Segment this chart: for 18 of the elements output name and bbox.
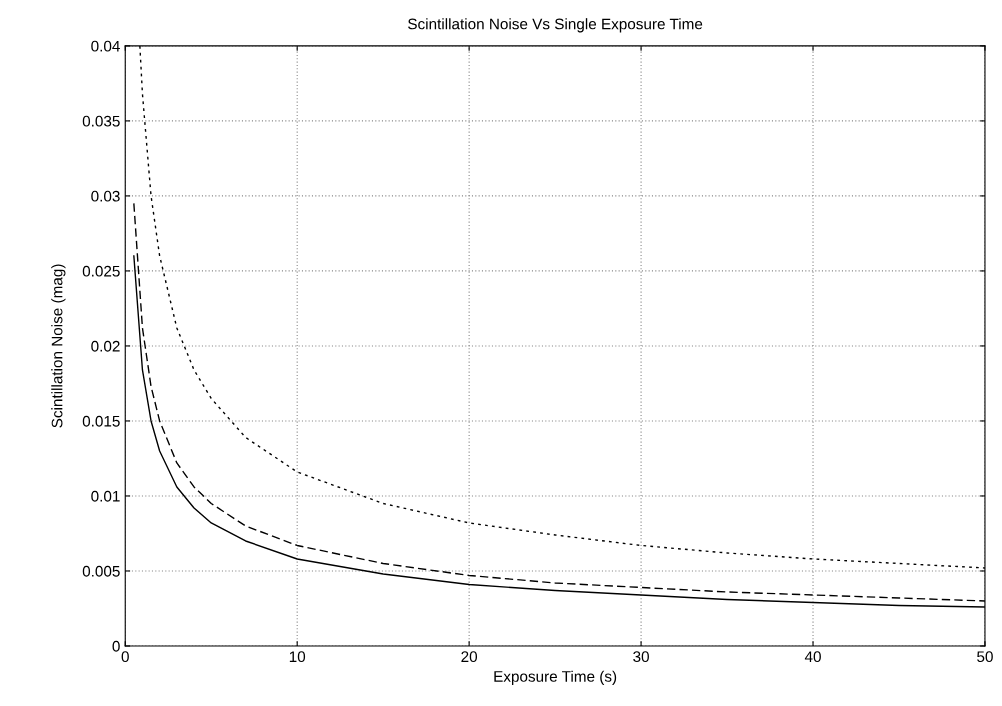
y-tick-label: 0.04	[91, 40, 120, 52]
y-tick-label: 0.025	[82, 265, 120, 277]
y-tick-label: 0.015	[82, 415, 120, 427]
y-tick-label: 0	[112, 640, 120, 652]
y-tick-label: 0.03	[91, 190, 120, 202]
x-tick-label: 20	[461, 651, 478, 663]
x-tick-label: 50	[977, 651, 993, 663]
x-axis-title: Exposure Time (s)	[494, 670, 617, 685]
x-tick-label: 0	[121, 651, 129, 663]
x-tick-label: 30	[633, 651, 649, 663]
y-tick-label: 0.035	[82, 115, 120, 127]
x-tick-label: 10	[289, 651, 306, 663]
y-axis-title: Scintillation Noise (mag)	[51, 264, 66, 428]
x-tick-label: 40	[804, 651, 821, 663]
y-tick-label: 0.005	[82, 565, 120, 577]
chart-title: Scintillation Noise Vs Single Exposure Time	[408, 18, 703, 33]
y-tick-label: 0.02	[91, 340, 120, 352]
y-tick-label: 0.01	[91, 490, 120, 502]
